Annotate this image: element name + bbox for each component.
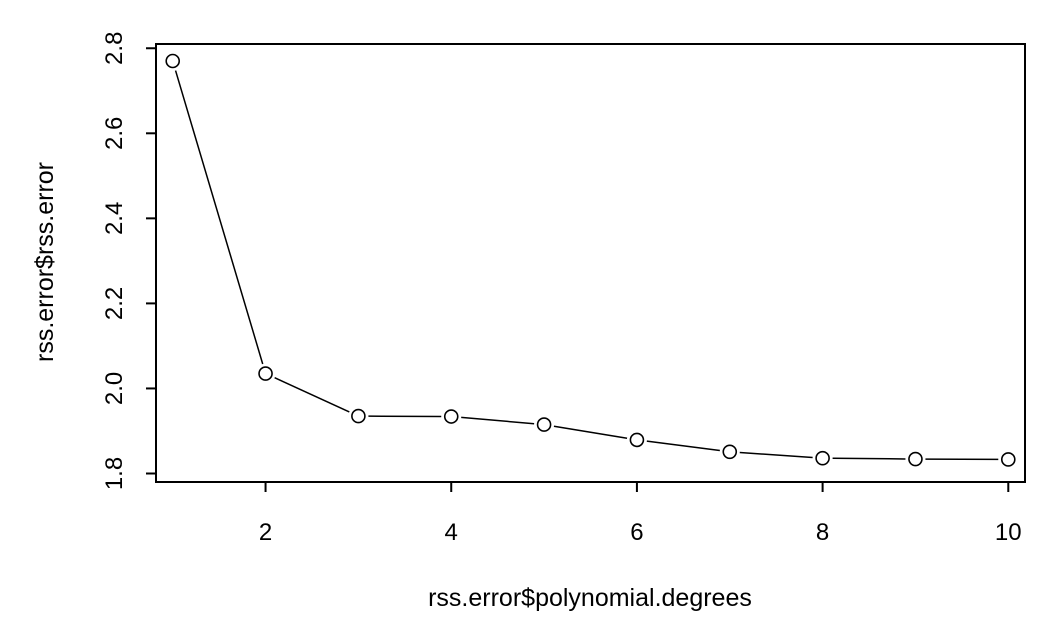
x-tick-label: 6 <box>630 519 643 546</box>
x-axis: 2 4 6 8 10 <box>259 481 1022 546</box>
x-tick-label: 8 <box>816 519 829 546</box>
series-line-segment <box>739 451 813 459</box>
y-axis: 1.8 2.0 2.2 2.4 2.6 2.8 <box>101 32 157 490</box>
data-point <box>908 451 923 467</box>
y-axis-title: rss.error$rss.error <box>31 162 59 362</box>
y-tick-label: 2.0 <box>101 372 128 405</box>
x-axis-title: rss.error$polynomial.degrees <box>428 584 752 612</box>
series-line-segment <box>174 70 264 365</box>
series-line-segment <box>646 440 720 452</box>
data-point <box>815 450 830 466</box>
x-tick-label: 10 <box>995 519 1022 546</box>
plot-frame <box>155 43 1026 483</box>
series-line-segment <box>553 425 628 440</box>
data-point <box>351 408 366 424</box>
y-tick-label: 2.4 <box>101 202 128 235</box>
y-tick-label: 2.8 <box>101 32 128 65</box>
series-line-segment <box>832 457 906 460</box>
series-layer <box>165 53 1016 467</box>
data-point <box>629 432 645 448</box>
series-line-segment <box>461 416 535 425</box>
data-point <box>165 53 181 69</box>
data-point <box>1000 452 1016 467</box>
series-line-segment <box>274 377 350 413</box>
data-point <box>443 409 459 424</box>
x-tick-label: 2 <box>259 519 272 546</box>
data-point <box>258 366 273 381</box>
x-tick-label: 4 <box>445 519 458 546</box>
y-tick-label: 1.8 <box>101 457 128 490</box>
y-tick-label: 2.6 <box>101 117 128 150</box>
data-point <box>722 444 738 460</box>
y-tick-label: 2.2 <box>101 287 128 320</box>
data-point <box>536 417 552 432</box>
